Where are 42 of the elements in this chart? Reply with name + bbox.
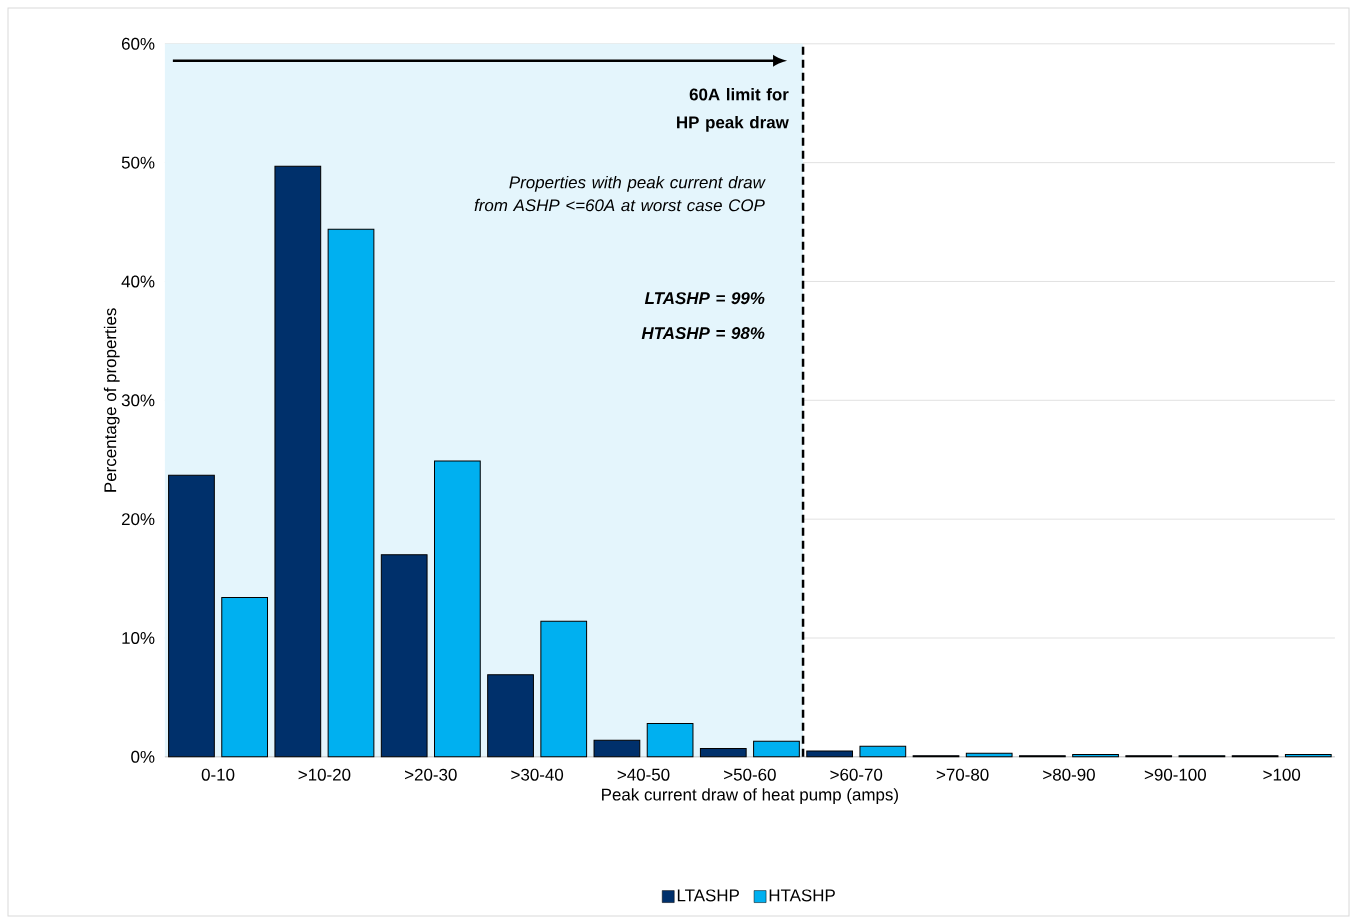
legend-label: LTASHP: [677, 889, 739, 902]
bar: [646, 723, 694, 758]
x-tick-label: >30-40: [511, 768, 564, 781]
x-tick-label: >100: [1263, 768, 1301, 781]
legend-label: HTASHP: [769, 889, 835, 902]
y-axis-title: Percentage of properties: [103, 308, 120, 492]
bar: [540, 620, 588, 758]
bar: [1072, 753, 1119, 758]
x-tick-label: 0-10: [201, 768, 235, 781]
y-tick-label: 0%: [131, 750, 155, 763]
x-tick-label: >70-80: [936, 768, 989, 781]
bar: [327, 228, 375, 758]
y-tick-label: 30%: [121, 394, 155, 407]
bar: [859, 745, 907, 758]
y-tick-label: 50%: [121, 156, 155, 169]
ref-line-label: 60A limit for HP peak draw: [677, 88, 789, 132]
x-tick-label: >80-90: [1043, 768, 1095, 781]
x-tick-label: >20-30: [405, 768, 457, 781]
bar: [593, 739, 641, 758]
bar: [753, 740, 800, 758]
y-tick-label: 10%: [122, 631, 155, 644]
annotation: Properties with peak current draw from ASHP <=60A at worst case COP: [474, 175, 766, 212]
bar: [221, 597, 269, 758]
bar: [1284, 753, 1332, 758]
bar: [168, 474, 215, 758]
x-tick-label: >90-100: [1144, 768, 1206, 781]
y-tick-label: 60%: [121, 37, 155, 50]
bar: [380, 554, 428, 758]
x-axis-title: Peak current draw of heat pump (amps): [602, 788, 898, 804]
y-tick-label: 40%: [121, 275, 155, 288]
x-tick-label: >10-20: [298, 768, 351, 781]
x-tick-label: >60-70: [830, 768, 883, 781]
bar: [274, 165, 322, 758]
x-tick-label: >40-50: [617, 768, 670, 781]
x-tick-label: >50-60: [724, 768, 776, 781]
y-tick-label: 20%: [121, 513, 155, 526]
bar: [806, 750, 854, 758]
bar: [699, 748, 747, 758]
bar: [434, 460, 481, 758]
annotation: HTASHP = 98%: [641, 327, 765, 340]
bar: [487, 674, 534, 758]
annotation: LTASHP = 99%: [644, 292, 765, 305]
